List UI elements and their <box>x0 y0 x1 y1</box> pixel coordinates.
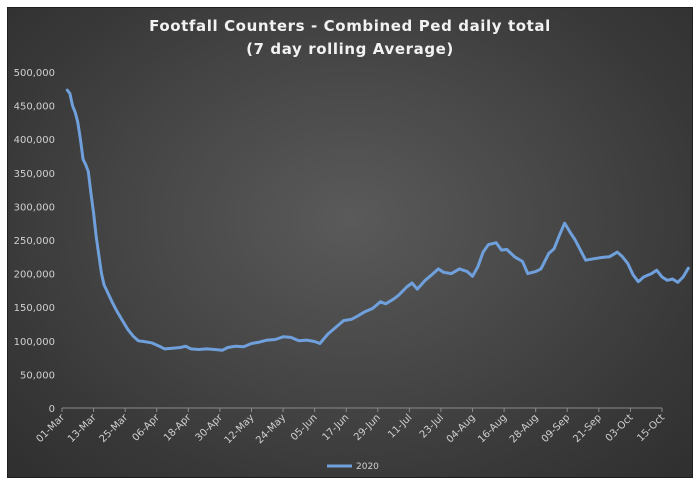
x-tick-label: 24-May <box>254 412 288 446</box>
x-tick-label: 29-Jun <box>352 412 383 443</box>
y-tick-label: 450,000 <box>14 102 55 113</box>
x-tick-label: 13-Mar <box>66 412 99 445</box>
x-tick-label: 15-Oct <box>635 412 667 444</box>
y-tick-label: 0 <box>49 404 55 415</box>
chart-subtitle: (7 day rolling Average) <box>246 40 454 58</box>
y-tick-label: 50,000 <box>20 370 55 381</box>
chart-title: Footfall Counters - Combined Ped daily t… <box>149 17 551 35</box>
x-tick-label: 03-Oct <box>604 412 636 444</box>
x-tick-label: 23-Jul <box>418 412 446 440</box>
x-tick-label: 17-Jun <box>321 412 352 443</box>
y-tick-label: 500,000 <box>14 68 55 79</box>
x-tick-label: 11-Jul <box>386 412 414 440</box>
y-tick-label: 100,000 <box>14 337 55 348</box>
y-tick-label: 250,000 <box>14 236 55 247</box>
x-tick-label: 05-Jun <box>289 412 320 443</box>
x-tick-label: 30-Apr <box>194 412 226 444</box>
x-tick-label: 21-Sep <box>571 412 604 445</box>
chart-area: Footfall Counters - Combined Ped daily t… <box>7 7 693 478</box>
x-tick-label: 18-Apr <box>162 412 194 444</box>
y-tick-label: 150,000 <box>14 303 55 314</box>
y-tick-label: 350,000 <box>14 169 55 180</box>
x-tick-label: 04-Aug <box>445 412 478 445</box>
x-tick-label: 06-Apr <box>130 412 162 444</box>
x-tick-label: 28-Aug <box>508 412 541 445</box>
x-tick-label: 25-Mar <box>98 412 131 445</box>
x-tick-label: 01-Mar <box>34 412 67 445</box>
y-tick-label: 400,000 <box>14 135 55 146</box>
x-tick-label: 09-Sep <box>540 412 573 445</box>
x-tick-label: 16-Aug <box>476 412 509 445</box>
series-line-2020 <box>65 88 690 352</box>
y-tick-label: 300,000 <box>14 202 55 213</box>
legend-label: 2020 <box>356 462 379 472</box>
y-tick-label: 200,000 <box>14 270 55 281</box>
x-tick-label: 12-May <box>223 412 257 446</box>
